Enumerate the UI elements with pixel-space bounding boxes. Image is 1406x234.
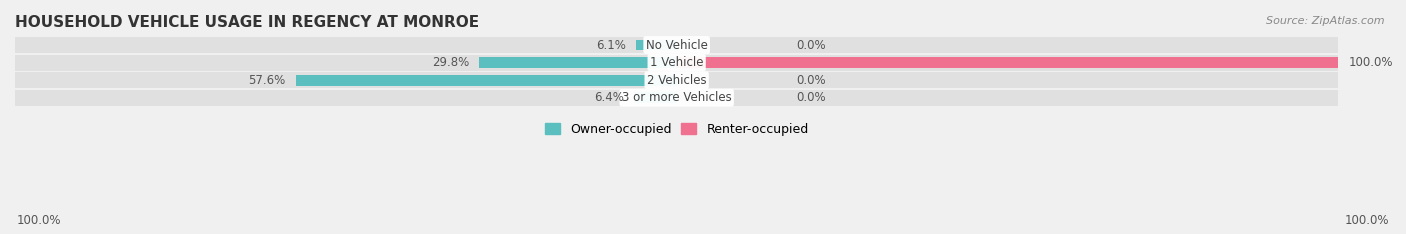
Text: 0.0%: 0.0% (796, 39, 825, 51)
Bar (15, 72, 1339, 88)
Text: 6.4%: 6.4% (595, 91, 624, 104)
Bar (479, 57, 676, 68)
Legend: Owner-occupied, Renter-occupied: Owner-occupied, Renter-occupied (540, 118, 814, 141)
Text: HOUSEHOLD VEHICLE USAGE IN REGENCY AT MONROE: HOUSEHOLD VEHICLE USAGE IN REGENCY AT MO… (15, 15, 479, 30)
Text: 29.8%: 29.8% (432, 56, 470, 69)
Bar (15, 55, 1339, 71)
Text: 2 Vehicles: 2 Vehicles (647, 74, 706, 87)
Text: 100.0%: 100.0% (1348, 56, 1393, 69)
Text: No Vehicle: No Vehicle (645, 39, 707, 51)
Bar (15, 37, 1339, 53)
Bar (295, 75, 676, 86)
Text: 6.1%: 6.1% (596, 39, 627, 51)
Text: 0.0%: 0.0% (796, 91, 825, 104)
Text: 0.0%: 0.0% (796, 74, 825, 87)
Bar (634, 92, 676, 103)
Bar (637, 40, 676, 51)
Text: 57.6%: 57.6% (249, 74, 285, 87)
Text: 1 Vehicle: 1 Vehicle (650, 56, 703, 69)
Text: Source: ZipAtlas.com: Source: ZipAtlas.com (1267, 16, 1385, 26)
Bar (676, 57, 1339, 68)
Text: 100.0%: 100.0% (1344, 214, 1389, 227)
Bar (15, 90, 1339, 106)
Text: 100.0%: 100.0% (17, 214, 62, 227)
Text: 3 or more Vehicles: 3 or more Vehicles (621, 91, 731, 104)
